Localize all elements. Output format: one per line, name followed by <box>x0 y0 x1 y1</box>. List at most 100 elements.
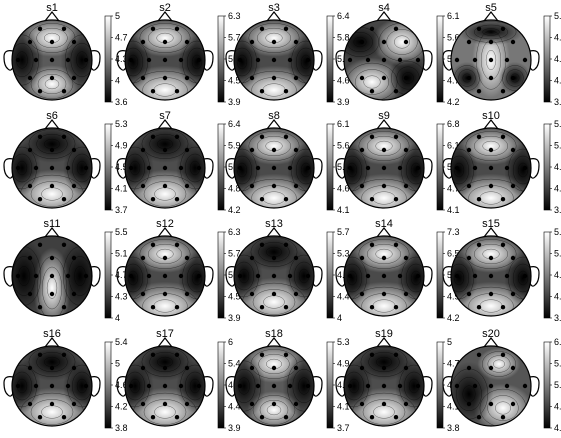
electrode <box>488 291 494 297</box>
topoplot-s14: s14 7.3 6.5 5.7 4.9 4.2 <box>335 218 460 323</box>
head-outline <box>124 127 206 209</box>
electrode <box>162 401 168 407</box>
panel-title: s11 <box>44 218 61 230</box>
colorbar-tick-label: 4.3 <box>115 292 128 302</box>
electrode <box>33 57 39 63</box>
electrode <box>255 165 261 171</box>
electrode <box>37 415 43 420</box>
electrode <box>488 57 494 63</box>
electrode <box>369 415 375 420</box>
colorbar: 5.7 5.3 4.9 4.4 4 <box>326 227 350 323</box>
nose <box>44 337 60 348</box>
colorbar-tick-label: 4.8 <box>228 184 241 194</box>
right-ear <box>203 158 214 179</box>
colorbar-tick-label: 4.3 <box>554 423 561 433</box>
electrode <box>259 89 265 94</box>
topoplot-s7: s7 6.4 5.9 5.3 4.8 4.2 <box>116 110 241 215</box>
head-outline <box>124 345 206 427</box>
colorbar-tick-label: 4.5 <box>228 76 241 86</box>
nose <box>483 337 499 348</box>
electrode <box>15 273 21 279</box>
electrode <box>49 401 55 407</box>
colorbar-tick-label: 5.1 <box>337 162 350 172</box>
topoplot-s15: s15 5.8 5.2 4.7 4.2 3.6 <box>442 218 561 323</box>
electrode <box>271 365 277 371</box>
head-outline <box>343 235 425 317</box>
electrode <box>140 365 146 371</box>
colorbar-tick-label: 4.7 <box>447 76 460 86</box>
electrode <box>393 415 399 420</box>
electrode <box>271 273 277 279</box>
electrode <box>249 365 255 371</box>
electrode <box>381 255 387 261</box>
electrode <box>397 383 403 389</box>
electrode <box>271 255 277 261</box>
electrode <box>359 291 365 297</box>
scalp-map <box>12 346 92 426</box>
colorbar-tick-label: 5.8 <box>337 33 350 43</box>
topoplot-s16: s16 5.4 5 4.6 4.2 3.8 <box>3 328 128 433</box>
colorbar-tick-label: 3.6 <box>115 97 128 107</box>
electrode <box>33 165 39 171</box>
electrode <box>488 401 494 407</box>
electrode <box>15 383 21 389</box>
electrode <box>249 401 255 407</box>
electrode <box>381 165 387 171</box>
electrode <box>150 197 156 202</box>
electrode <box>488 365 494 371</box>
electrode <box>49 365 55 371</box>
colorbar-tick-label: 4.5 <box>554 54 561 64</box>
colorbar-tick-label: 4.7 <box>447 184 460 194</box>
electrode <box>174 134 180 139</box>
electrode <box>397 165 403 171</box>
electrode <box>255 383 261 389</box>
electrode <box>61 26 67 31</box>
electrode <box>196 273 202 279</box>
electrode <box>184 401 190 407</box>
electrode <box>49 291 55 297</box>
electrode <box>140 75 146 81</box>
topoplot-s13: s13 5.7 5.3 4.9 4.4 4 <box>225 218 350 323</box>
electrode <box>488 255 494 261</box>
panel-title: s12 <box>156 218 174 230</box>
electrode <box>369 197 375 202</box>
colorbar-tick-label: 3.7 <box>337 423 350 433</box>
panel-title: s15 <box>482 218 500 230</box>
scalp-map <box>234 346 314 426</box>
right-ear <box>312 266 323 287</box>
electrode <box>359 39 365 45</box>
colorbar-tick-label: 5.8 <box>554 227 561 237</box>
electrode <box>184 147 190 153</box>
electrode <box>61 415 67 420</box>
electrode <box>369 134 375 139</box>
colorbar-tick-label: 4.5 <box>228 292 241 302</box>
electrode <box>415 273 421 279</box>
electrode <box>65 57 71 63</box>
left-ear <box>116 50 127 71</box>
electrode <box>359 147 365 153</box>
colorbar-tick-label: 6 <box>228 337 233 347</box>
electrode <box>500 134 506 139</box>
electrode <box>140 291 146 297</box>
electrode <box>178 165 184 171</box>
electrode <box>162 383 168 389</box>
right-ear <box>312 376 323 397</box>
head-outline <box>343 19 425 101</box>
electrode <box>83 273 89 279</box>
electrode <box>49 57 55 63</box>
electrode <box>283 242 289 247</box>
colorbar-tick-label: 4.7 <box>554 270 561 280</box>
colorbar-tick-label: 4 <box>337 313 342 323</box>
colorbar-tick-label: 5.6 <box>337 141 350 151</box>
electrode <box>259 242 265 247</box>
colorbar-tick-label: 4.9 <box>337 270 350 280</box>
electrode <box>184 183 190 189</box>
head-outline <box>343 127 425 209</box>
electrode <box>162 273 168 279</box>
electrode <box>381 365 387 371</box>
electrode <box>27 75 33 81</box>
electrode <box>415 165 421 171</box>
nose <box>376 227 392 238</box>
electrode <box>49 255 55 261</box>
